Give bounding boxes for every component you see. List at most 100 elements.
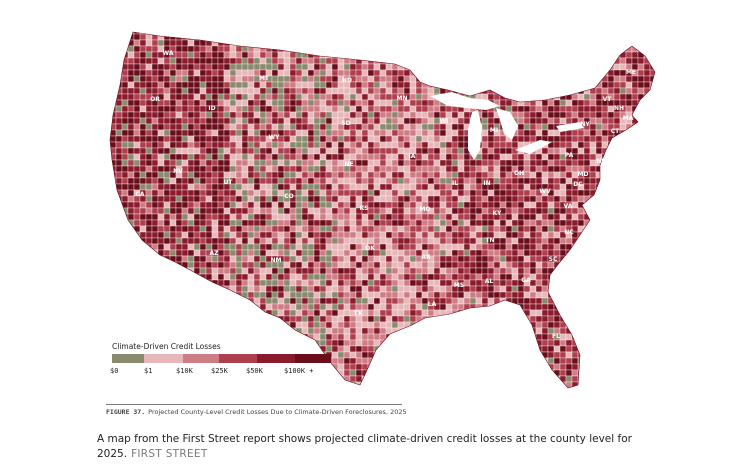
- county-cell: [415, 69, 423, 77]
- county-cell: [481, 57, 489, 65]
- county-cell: [319, 321, 327, 329]
- county-cell: [379, 123, 387, 131]
- county-cell: [235, 339, 243, 347]
- county-cell: [487, 345, 495, 353]
- county-cell: [151, 273, 159, 281]
- county-cell: [199, 231, 207, 239]
- county-cell: [379, 189, 387, 197]
- county-cell: [163, 171, 171, 179]
- county-cell: [301, 195, 309, 203]
- county-cell: [319, 267, 327, 275]
- county-cell: [319, 111, 327, 119]
- county-cell: [295, 147, 303, 155]
- county-cell: [277, 285, 285, 293]
- county-cell: [313, 261, 321, 269]
- county-cell: [247, 153, 255, 161]
- county-cell: [656, 28, 662, 34]
- county-cell: [415, 129, 423, 137]
- county-cell: [656, 304, 662, 310]
- county-cell: [217, 99, 225, 107]
- county-cell: [223, 32, 231, 35]
- county-cell: [115, 81, 123, 89]
- county-cell: [235, 63, 243, 71]
- county-cell: [427, 45, 435, 53]
- county-cell: [271, 321, 279, 329]
- county-cell: [433, 213, 441, 221]
- county-cell: [409, 201, 417, 209]
- county-cell: [571, 219, 579, 227]
- county-cell: [337, 153, 345, 161]
- county-cell: [259, 117, 267, 125]
- county-cell: [211, 123, 219, 131]
- county-cell: [199, 105, 207, 113]
- county-cell: [511, 207, 519, 215]
- county-cell: [229, 291, 237, 299]
- county-cell: [637, 267, 645, 275]
- county-cell: [373, 171, 381, 179]
- county-cell: [115, 327, 123, 335]
- county-cell: [589, 69, 597, 77]
- county-cell: [493, 255, 501, 263]
- county-cell: [517, 243, 525, 251]
- county-cell: [187, 267, 195, 275]
- county-cell: [349, 87, 357, 95]
- county-cell: [349, 171, 357, 179]
- county-cell: [656, 184, 662, 190]
- county-cell: [505, 315, 513, 323]
- county-cell: [331, 177, 339, 185]
- county-cell: [110, 261, 117, 269]
- county-cell: [541, 105, 549, 113]
- county-cell: [241, 141, 249, 149]
- county-cell: [313, 297, 321, 305]
- county-cell: [253, 195, 261, 203]
- county-cell: [247, 339, 255, 347]
- county-cell: [379, 303, 387, 311]
- county-cell: [541, 321, 549, 329]
- county-cell: [565, 171, 573, 179]
- county-cell: [421, 267, 429, 275]
- county-cell: [643, 207, 651, 215]
- county-cell: [529, 33, 537, 41]
- county-cell: [325, 93, 333, 101]
- county-cell: [547, 291, 555, 299]
- county-cell: [289, 285, 297, 293]
- county-cell: [157, 207, 165, 215]
- county-cell: [145, 225, 153, 233]
- county-cell: [187, 135, 195, 143]
- county-cell: [475, 237, 483, 245]
- county-cell: [139, 333, 147, 341]
- county-cell: [637, 279, 645, 287]
- county-cell: [367, 183, 375, 191]
- county-cell: [319, 273, 327, 281]
- county-cell: [355, 225, 363, 233]
- county-cell: [487, 261, 495, 269]
- county-cell: [247, 243, 255, 251]
- county-cell: [217, 231, 225, 239]
- county-cell: [217, 237, 225, 245]
- county-cell: [547, 153, 555, 161]
- county-cell: [199, 261, 207, 269]
- county-cell: [595, 213, 603, 221]
- county-cell: [133, 183, 141, 191]
- county-cell: [517, 45, 525, 53]
- county-cell: [469, 195, 477, 203]
- county-cell: [229, 261, 237, 269]
- county-cell: [529, 237, 537, 245]
- county-cell: [409, 87, 417, 95]
- county-cell: [481, 129, 489, 137]
- county-cell: [511, 213, 519, 221]
- county-cell: [523, 333, 531, 341]
- county-cell: [373, 279, 381, 287]
- county-cell: [559, 177, 567, 185]
- county-cell: [169, 141, 177, 149]
- county-cell: [229, 111, 237, 119]
- county-cell: [205, 69, 213, 77]
- county-cell: [343, 255, 351, 263]
- county-cell: [523, 87, 531, 95]
- county-cell: [415, 123, 423, 131]
- county-cell: [259, 273, 267, 281]
- county-cell: [547, 303, 555, 311]
- county-cell: [217, 315, 225, 323]
- county-cell: [451, 171, 459, 179]
